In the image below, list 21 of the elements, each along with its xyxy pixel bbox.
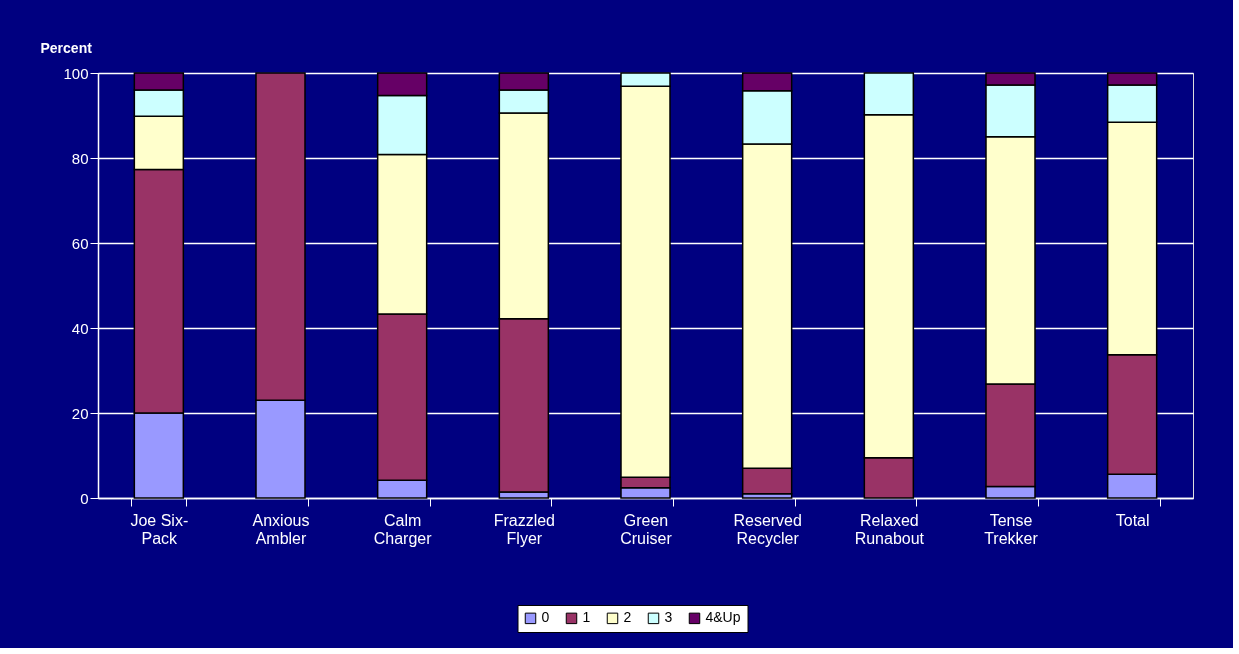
legend-label: 4&Up xyxy=(705,609,741,626)
y-axis-title: Percent xyxy=(40,39,93,56)
x-tick-label: Calm Charger xyxy=(373,511,433,547)
x-tick-label: Relaxed Runabout xyxy=(854,511,925,547)
y-tick-label: 20 xyxy=(71,404,89,422)
x-tick-label: Reserved Recycler xyxy=(733,511,802,547)
legend-label: 2 xyxy=(623,609,632,626)
y-tick-label: 80 xyxy=(71,149,89,167)
y-tick-label: 40 xyxy=(71,319,89,337)
y-tick-label: 0 xyxy=(80,489,89,507)
legend-label: 3 xyxy=(664,609,673,626)
y-tick-label: 100 xyxy=(63,64,89,82)
x-tick-label: Tense Trekker xyxy=(984,511,1039,547)
x-tick-label: Anxious Ambler xyxy=(252,511,310,547)
x-tick-label: Joe Six- Pack xyxy=(130,511,189,547)
x-tick-label: Total xyxy=(1115,511,1150,529)
legend-label: 0 xyxy=(541,609,550,626)
x-tick-label: Green Cruiser xyxy=(620,511,673,547)
y-tick-label: 60 xyxy=(71,234,89,252)
x-tick-label: Frazzled Flyer xyxy=(493,511,556,547)
legend-label: 1 xyxy=(582,609,591,626)
